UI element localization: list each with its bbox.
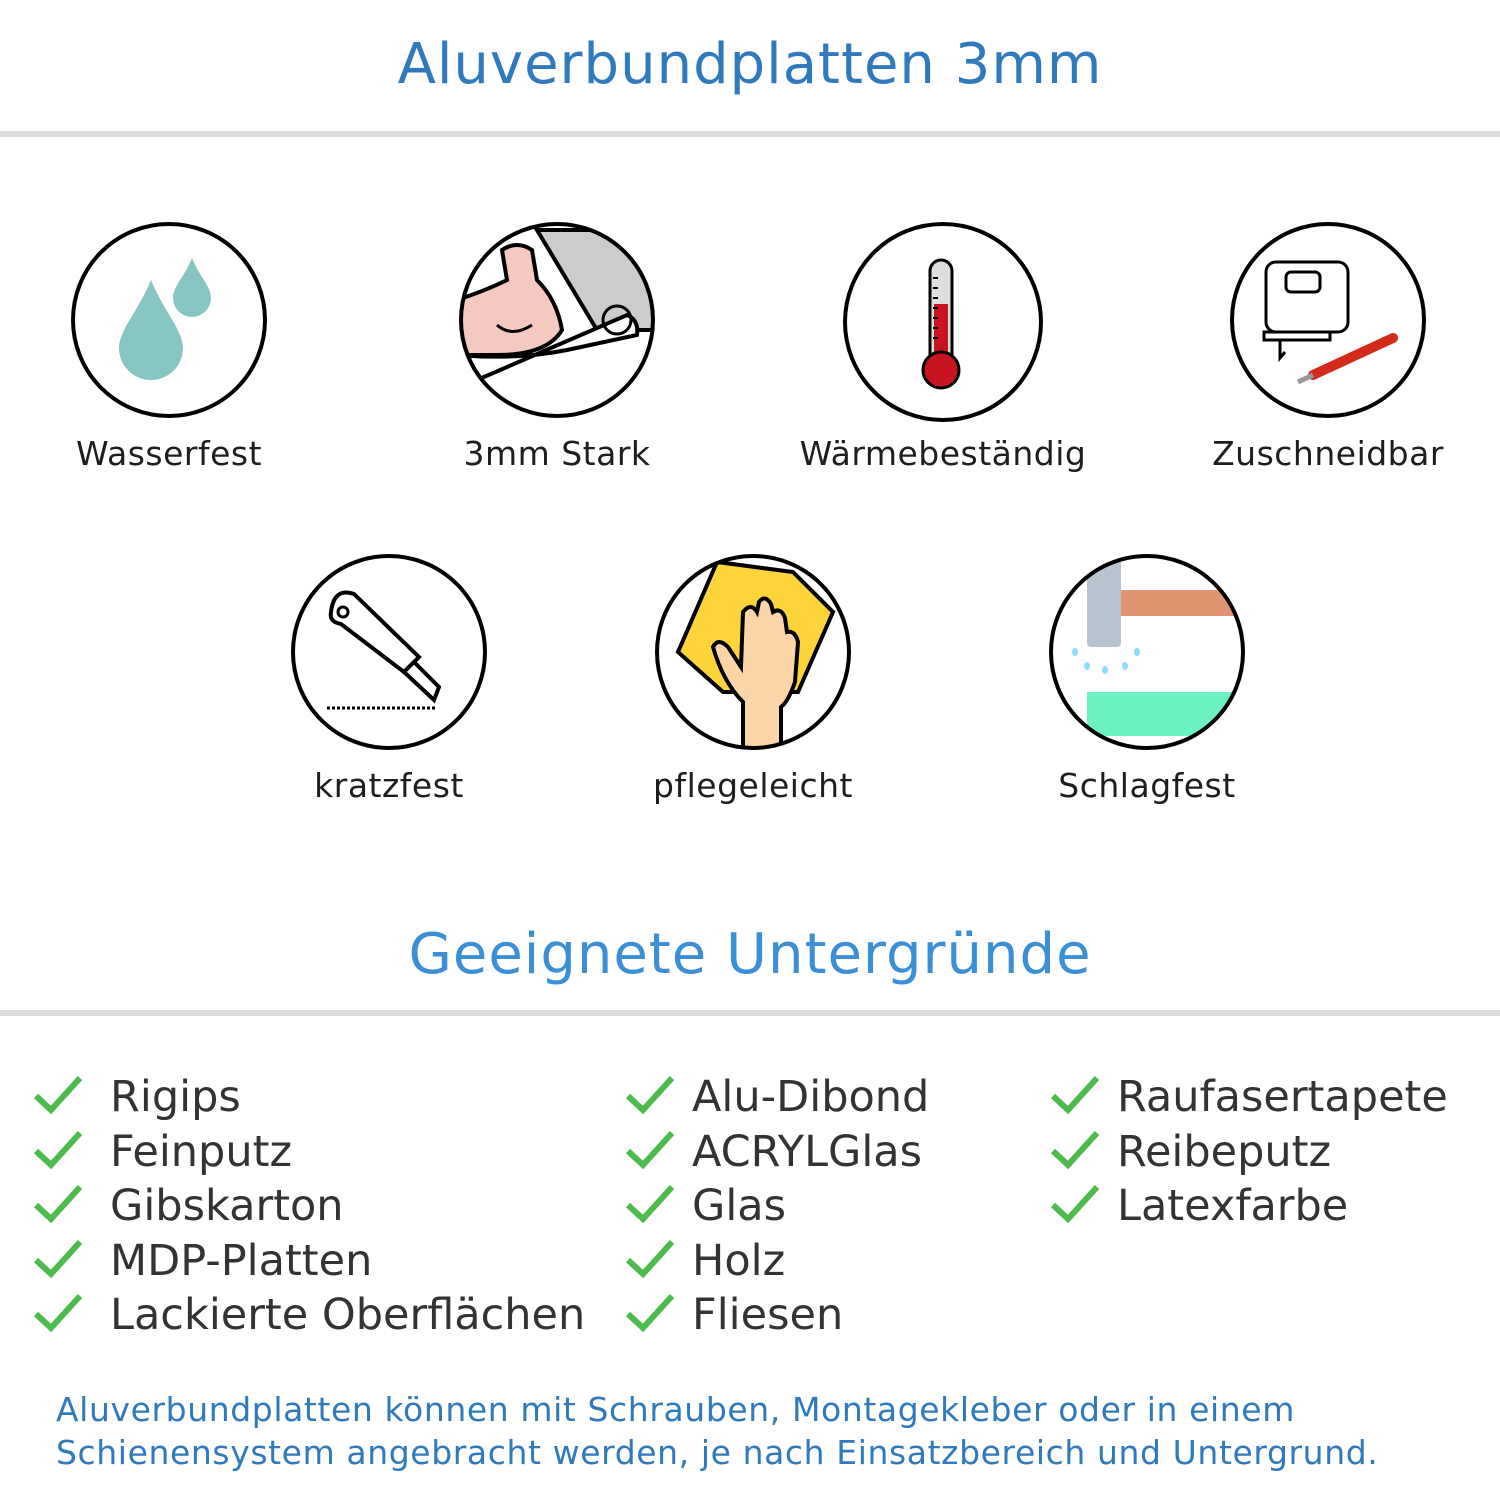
feature-zuschneidbar: Zuschneidbar bbox=[1138, 220, 1500, 473]
surface-label: Alu-Dibond bbox=[692, 1072, 930, 1122]
surface-item: Alu-Dibond bbox=[625, 1070, 1225, 1124]
divider bbox=[0, 1010, 1500, 1016]
surface-item: Rigips bbox=[33, 1070, 633, 1124]
surface-label: MDP-Platten bbox=[110, 1235, 373, 1286]
surface-label: Gibskarton bbox=[110, 1181, 344, 1231]
surface-item: Fliesen bbox=[625, 1288, 1225, 1342]
feature-3mm-stark: 3mm Stark bbox=[367, 220, 747, 473]
checkmark-icon bbox=[625, 1239, 675, 1278]
checkmark-icon bbox=[625, 1130, 675, 1169]
thermometer-icon bbox=[843, 222, 1043, 422]
surface-item: Feinputz bbox=[33, 1125, 633, 1179]
divider bbox=[0, 131, 1500, 137]
cutter-knife-icon bbox=[291, 554, 487, 750]
surface-item: MDP-Platten bbox=[33, 1234, 633, 1288]
surface-item: Raufasertapete bbox=[1050, 1070, 1500, 1124]
surface-label: Fliesen bbox=[692, 1290, 844, 1340]
surface-label: Raufasertapete bbox=[1117, 1072, 1448, 1122]
feature-label: 3mm Stark bbox=[463, 434, 651, 473]
feature-pflegeleicht: pflegeleicht bbox=[563, 552, 943, 805]
surfaces-heading: Geeignete Untergründe bbox=[408, 922, 1092, 987]
hand-cloth-icon bbox=[655, 554, 851, 750]
checkmark-icon bbox=[33, 1184, 83, 1224]
page-title: Aluverbundplatten 3mm bbox=[397, 32, 1103, 97]
checkmark-icon bbox=[33, 1075, 83, 1115]
surface-label: Latexfarbe bbox=[1117, 1181, 1349, 1231]
feature-label: Schlagfest bbox=[1058, 766, 1236, 805]
footer-line: Aluverbundplatten können mit Schrauben, … bbox=[56, 1390, 1295, 1429]
feature-kratzfest: kratzfest bbox=[199, 552, 579, 805]
surface-item: Holz bbox=[625, 1234, 1225, 1288]
surface-label: Holz bbox=[692, 1235, 786, 1286]
surface-label: Rigips bbox=[110, 1072, 241, 1122]
checkmark-icon bbox=[33, 1239, 83, 1278]
checkmark-icon bbox=[1050, 1184, 1100, 1224]
surface-item: Latexfarbe bbox=[1050, 1179, 1500, 1233]
surface-item: Lackierte Oberflächen bbox=[33, 1288, 633, 1342]
surface-item: ACRYLGlas bbox=[625, 1125, 1225, 1179]
footer-line: Schienensystem angebracht werden, je nac… bbox=[56, 1433, 1379, 1472]
checkmark-icon bbox=[33, 1293, 83, 1333]
surface-item: Glas bbox=[625, 1179, 1225, 1233]
hammer-icon bbox=[1049, 554, 1245, 750]
checkmark-icon bbox=[625, 1184, 675, 1224]
feature-label: Zuschneidbar bbox=[1212, 434, 1444, 473]
feature-label: kratzfest bbox=[314, 766, 464, 805]
surface-label: Reibeputz bbox=[1117, 1126, 1332, 1177]
feature-label: Wasserfest bbox=[75, 434, 263, 473]
checkmark-icon bbox=[625, 1075, 675, 1115]
surface-label: ACRYLGlas bbox=[692, 1126, 923, 1177]
feature-wasserfest: Wasserfest bbox=[0, 220, 359, 473]
jigsaw-knife-icon bbox=[1230, 222, 1426, 418]
strong-arm-icon bbox=[459, 222, 655, 418]
surface-label: Glas bbox=[692, 1181, 787, 1231]
checkmark-icon bbox=[1050, 1075, 1100, 1115]
feature-label: pflegeleicht bbox=[653, 766, 853, 805]
surface-item: Reibeputz bbox=[1050, 1125, 1500, 1179]
checkmark-icon bbox=[625, 1293, 675, 1333]
feature-waermebestaendig: Wärmebeständig bbox=[753, 220, 1133, 473]
checkmark-icon bbox=[33, 1130, 83, 1169]
surface-item: Gibskarton bbox=[33, 1179, 633, 1233]
feature-schlagfest: Schlagfest bbox=[957, 552, 1337, 805]
checkmark-icon bbox=[1050, 1130, 1100, 1169]
water-drops-icon bbox=[71, 222, 267, 418]
feature-label: Wärmebeständig bbox=[799, 434, 1087, 473]
surface-label: Lackierte Oberflächen bbox=[110, 1290, 586, 1340]
surface-label: Feinputz bbox=[110, 1126, 293, 1177]
